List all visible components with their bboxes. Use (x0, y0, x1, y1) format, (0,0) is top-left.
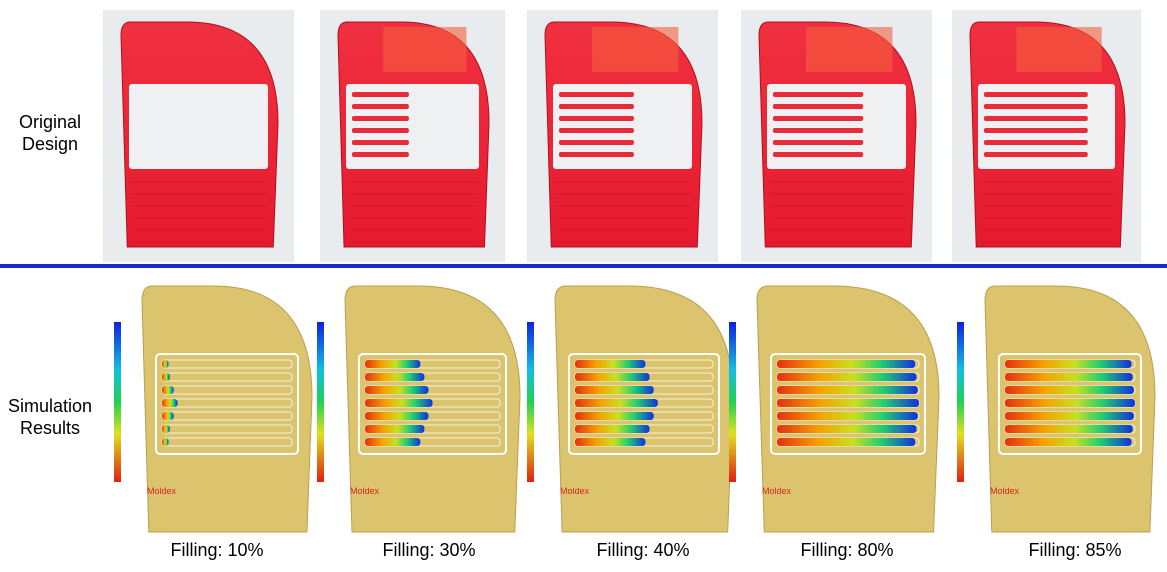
color-legend (114, 322, 121, 482)
software-label: Moldex (147, 486, 177, 496)
red-stripe (773, 140, 864, 145)
red-stripe (984, 116, 1088, 121)
part-outline (141, 285, 313, 533)
filled-channel (162, 438, 169, 446)
filled-channel (777, 386, 918, 394)
filled-channel (162, 386, 174, 394)
software-label: Moldex (560, 486, 590, 496)
color-legend (729, 322, 736, 482)
red-stripe (773, 92, 864, 97)
runner-frame (770, 353, 926, 455)
filled-channel (1005, 438, 1132, 446)
red-stripe (984, 128, 1088, 133)
red-stripe (352, 104, 409, 109)
filled-channel (365, 412, 429, 420)
filled-channel (162, 399, 178, 407)
red-stripe (559, 116, 634, 121)
software-label: Moldex (990, 486, 1020, 496)
row-label: Simulation Results (8, 396, 92, 438)
red-stripe (352, 116, 409, 121)
filled-channel (777, 412, 918, 420)
runner-frame (998, 353, 1142, 455)
row-label: Original Design (19, 112, 81, 154)
filled-channel (365, 373, 425, 381)
color-legend (957, 322, 964, 482)
simulations: Moldex Moldex Moldex Moldex Moldex (114, 285, 1156, 533)
red-stripe (559, 128, 634, 133)
runner-frame (568, 353, 720, 455)
red-stripe (352, 92, 409, 97)
lamp-top-tint (806, 27, 893, 72)
part-outline (756, 285, 940, 533)
filled-channel (162, 373, 170, 381)
red-stripe (984, 104, 1088, 109)
filled-channel (575, 438, 646, 446)
clear-area (129, 84, 268, 169)
caption: Filling: 30% (382, 540, 475, 560)
filled-channel (162, 425, 170, 433)
filled-channel (365, 438, 421, 446)
red-stripe (559, 104, 634, 109)
part-outline (984, 285, 1156, 533)
filled-channel (575, 373, 650, 381)
filled-channel (575, 386, 654, 394)
red-stripe (352, 140, 409, 145)
caption: Filling: 10% (170, 540, 263, 560)
red-stripe (984, 92, 1088, 97)
filled-channel (777, 399, 919, 407)
red-stripe (773, 116, 864, 121)
divider (0, 264, 1167, 268)
filled-channel (575, 425, 650, 433)
filled-channel (1005, 425, 1133, 433)
software-label: Moldex (350, 486, 380, 496)
filled-channel (777, 438, 916, 446)
part-outline (344, 285, 521, 533)
filled-channel (1005, 399, 1135, 407)
filled-channel (1005, 412, 1134, 420)
filled-channel (365, 386, 429, 394)
filled-channel (365, 360, 421, 368)
filled-channel (1005, 386, 1134, 394)
runner-frame (155, 353, 299, 455)
filled-channel (575, 412, 654, 420)
filled-channel (365, 425, 425, 433)
lamp-top-tint (383, 27, 467, 72)
red-stripe (352, 152, 409, 157)
color-legend (317, 322, 324, 482)
caption: Filling: 85% (1028, 540, 1121, 560)
filled-channel (575, 399, 658, 407)
red-stripe (773, 128, 864, 133)
runner-frame (358, 353, 507, 455)
captions: Filling: 10% Filling: 30% Filling: 40% Fill… (170, 540, 1121, 560)
lamp-top-tint (592, 27, 679, 72)
filled-channel (162, 360, 169, 368)
red-stripe (984, 140, 1088, 145)
red-stripe (559, 92, 634, 97)
color-legend (527, 322, 534, 482)
software-label: Moldex (762, 486, 792, 496)
caption: Filling: 40% (596, 540, 689, 560)
filled-channel (1005, 360, 1132, 368)
filled-channel (1005, 373, 1133, 381)
filled-channel (162, 412, 174, 420)
filled-channel (365, 399, 433, 407)
red-stripe (773, 104, 864, 109)
filled-channel (777, 373, 917, 381)
lamp-top-tint (1016, 27, 1102, 72)
red-stripe (559, 152, 634, 157)
red-stripe (773, 152, 864, 157)
red-stripe (352, 128, 409, 133)
red-stripe (984, 152, 1088, 157)
photos (103, 10, 1141, 262)
red-stripe (559, 140, 634, 145)
filled-channel (575, 360, 646, 368)
filled-channel (777, 360, 916, 368)
caption: Filling: 80% (800, 540, 893, 560)
filled-channel (777, 425, 917, 433)
